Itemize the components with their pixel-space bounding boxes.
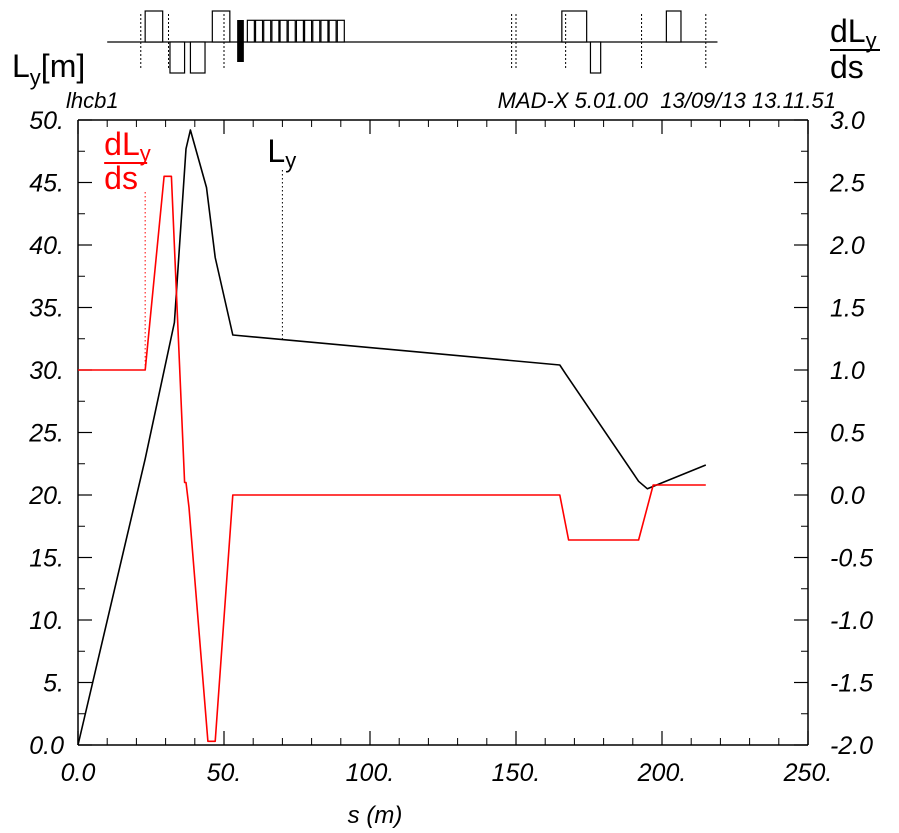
beamline-element (271, 19, 280, 43)
y-right-tick-label: 2.0 (829, 232, 865, 260)
dly-series-label: dLy (104, 126, 151, 166)
y-left-tick-label: 10. (29, 607, 64, 635)
x-tick-label: 50. (207, 759, 242, 787)
y-left-tick-label: 0.0 (29, 732, 64, 760)
beamline-element (303, 19, 313, 43)
x-axis-ticks: 0.0 50. 100. 150. 200. 250. (61, 120, 833, 787)
right-axis-title: dLy ds (830, 13, 880, 85)
x-tick-label: 100. (346, 759, 395, 787)
left-axis-title: Ly[m] (12, 48, 85, 90)
y-left-tick-label: 25. (28, 420, 64, 448)
beamline-element (295, 19, 305, 43)
x-axis-title: s (m) (348, 802, 403, 829)
series-line-ly (77, 129, 707, 746)
left-axis-ticks: 0.0 5. 10. 15. 20. 25. 30. 35. 40. 45. 50. (28, 107, 92, 760)
beamline-element (169, 41, 186, 74)
beamline-element (279, 19, 288, 43)
y-right-tick-label: -0.5 (830, 545, 873, 573)
beamline-markers (140, 14, 707, 70)
x-tick-label: 0.0 (61, 759, 96, 787)
right-axis-denominator: ds (830, 49, 864, 85)
y-right-tick-label: 1.0 (830, 357, 865, 385)
beamline-element (211, 10, 231, 43)
x-tick-label: 200. (637, 759, 687, 787)
y-left-tick-label: 35. (29, 295, 64, 323)
beamline-element (328, 19, 337, 43)
beamline-element (144, 10, 164, 43)
right-axis-ticks: -2.0 -1.5 -1.0 -0.5 0.0 0.5 1.0 1.5 2.0 2.5 3.0 (794, 107, 873, 760)
beamline-element (189, 41, 206, 74)
y-right-tick-label: 0.5 (830, 420, 865, 448)
x-tick-label: 250. (783, 759, 833, 787)
x-tick-label: 150. (492, 759, 541, 787)
beamline-element (589, 41, 602, 74)
svg-text:dLy: dLy (830, 13, 877, 53)
series-layer (77, 129, 707, 746)
beamline-element (254, 19, 264, 43)
beamline-element (287, 19, 296, 43)
beamline-element (320, 19, 329, 43)
beamline-element (312, 19, 321, 43)
y-right-tick-label: -1.5 (830, 670, 873, 698)
ly-series-label: Ly (267, 133, 296, 173)
series-line-dly-ds (78, 175, 706, 743)
y-left-tick-label: 15. (29, 545, 64, 573)
beamline-solid-element (237, 20, 244, 62)
y-left-tick-label: 30. (29, 357, 64, 385)
right-axis-numerator: dL (830, 13, 866, 49)
y-right-tick-label: 2.5 (829, 170, 865, 198)
y-left-tick-label: 50. (29, 107, 64, 135)
beamline-layout (107, 10, 718, 74)
beamline-element (336, 19, 345, 43)
program-info: MAD-X 5.01.00 13/09/13 13.11.51 (498, 88, 836, 113)
y-right-tick-label: -1.0 (830, 607, 873, 635)
y-right-tick-label: 0.0 (830, 482, 865, 510)
y-right-tick-label: 3.0 (830, 107, 865, 135)
plot-frame (77, 119, 809, 746)
sequence-name: lhcb1 (66, 88, 119, 113)
beamline-elements (144, 10, 682, 74)
y-left-tick-label: 40. (29, 232, 64, 260)
beamline-element (246, 19, 255, 43)
dly-series-label-den: ds (104, 160, 138, 196)
y-right-tick-label: -2.0 (830, 732, 873, 760)
beamline-element (263, 19, 272, 43)
y-left-tick-label: 20. (28, 482, 64, 510)
y-left-tick-label: 45. (29, 170, 64, 198)
y-right-tick-label: 1.5 (830, 295, 865, 323)
y-left-tick-label: 5. (43, 670, 64, 698)
beamline-element (665, 10, 682, 43)
